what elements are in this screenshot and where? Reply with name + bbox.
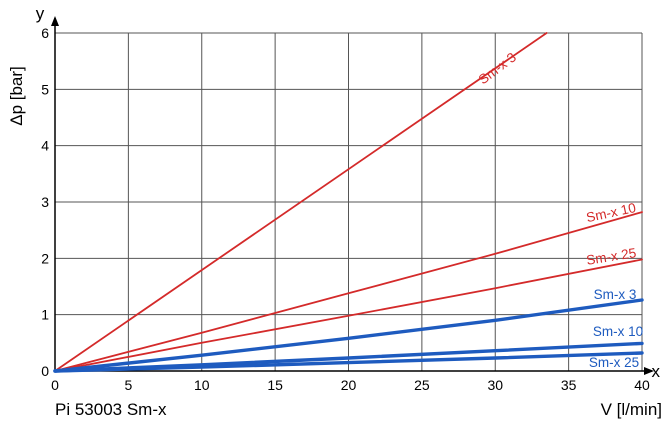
x-tick-label: 25 — [414, 377, 430, 393]
series-label: Sm-x 3 — [476, 50, 519, 88]
x-tick-label: 15 — [267, 377, 283, 393]
series-label: Sm-x 10 — [593, 324, 643, 339]
series-line — [53, 351, 644, 373]
x-tick-label: 40 — [634, 377, 650, 393]
y-tick-label: 0 — [41, 363, 49, 379]
x-axis-arrow — [644, 367, 654, 375]
series-line — [54, 258, 643, 372]
x-axis-letter: x — [652, 362, 661, 381]
axes — [51, 16, 654, 375]
x-tick-label: 30 — [487, 377, 503, 393]
y-axis-letter: y — [36, 4, 45, 23]
series-lines — [53, 32, 644, 373]
series-label: Sm-x 3 — [594, 287, 637, 302]
series-line — [54, 211, 643, 372]
x-tick-label: 35 — [561, 377, 577, 393]
series-line — [53, 298, 644, 373]
series-line — [54, 32, 548, 372]
series-label: Sm-x 25 — [585, 245, 637, 268]
chart-caption: Pi 53003 Sm-x — [55, 400, 167, 419]
x-tick-label: 0 — [51, 377, 59, 393]
x-axis-label: V [l/min] — [601, 400, 662, 419]
y-tick-label: 1 — [41, 307, 49, 323]
grid — [54, 32, 643, 372]
x-tick-labels: 0 5 10 15 20 25 30 35 40 — [51, 377, 650, 393]
y-tick-label: 4 — [41, 138, 49, 154]
y-axis-arrow — [51, 16, 59, 26]
x-tick-label: 10 — [194, 377, 210, 393]
y-tick-label: 5 — [41, 81, 49, 97]
x-tick-label: 5 — [124, 377, 132, 393]
y-tick-labels: 0 1 2 3 4 5 6 — [41, 25, 49, 379]
y-tick-label: 2 — [41, 250, 49, 266]
series-label: Sm-x 25 — [589, 355, 639, 370]
y-tick-label: 6 — [41, 25, 49, 41]
x-tick-label: 20 — [341, 377, 357, 393]
y-axis-label: Δp [bar] — [7, 66, 26, 126]
y-tick-label: 3 — [41, 194, 49, 210]
